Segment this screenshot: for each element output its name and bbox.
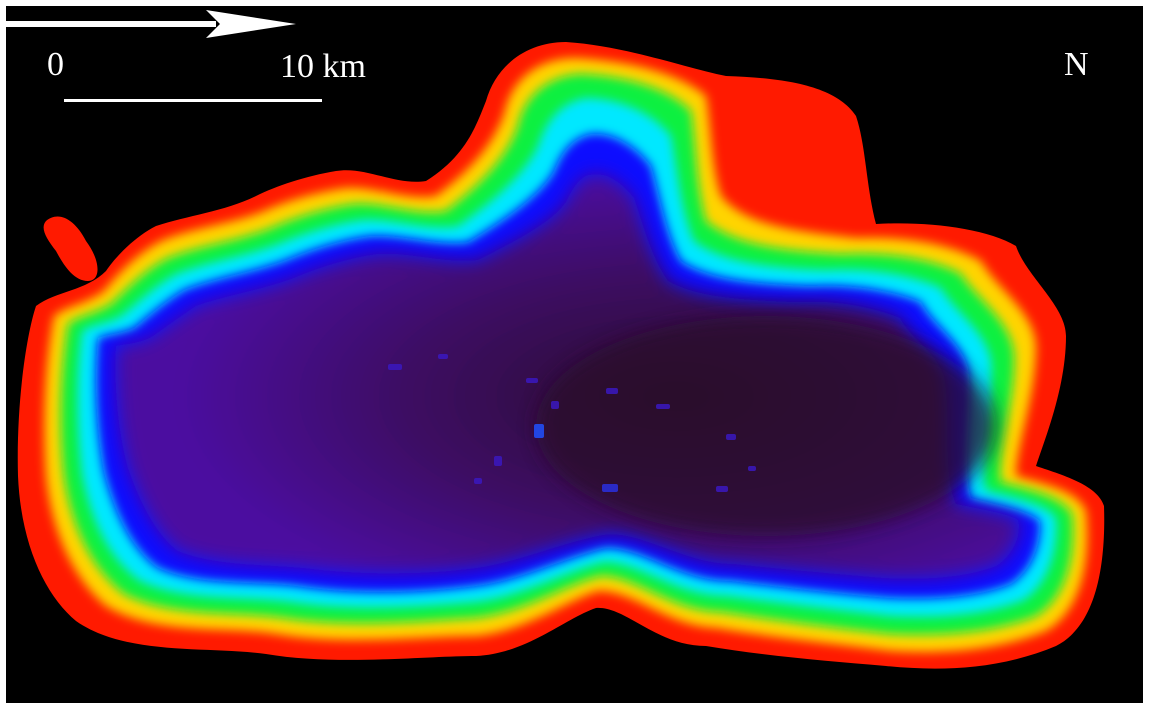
north-arrow-icon — [6, 10, 296, 38]
lake-depth-shading — [17, 42, 1105, 669]
scale-bar-end-label: 10 km — [280, 48, 366, 85]
depth-zone-deepest — [536, 316, 996, 536]
shore-island-red — [43, 216, 98, 281]
seafloor-features — [388, 354, 756, 492]
scale-bar-start-label: 0 — [47, 46, 64, 83]
north-label: N — [1064, 46, 1089, 83]
scale-bar — [64, 99, 322, 102]
bathymetry-map: 0 10 km N — [6, 6, 1143, 703]
